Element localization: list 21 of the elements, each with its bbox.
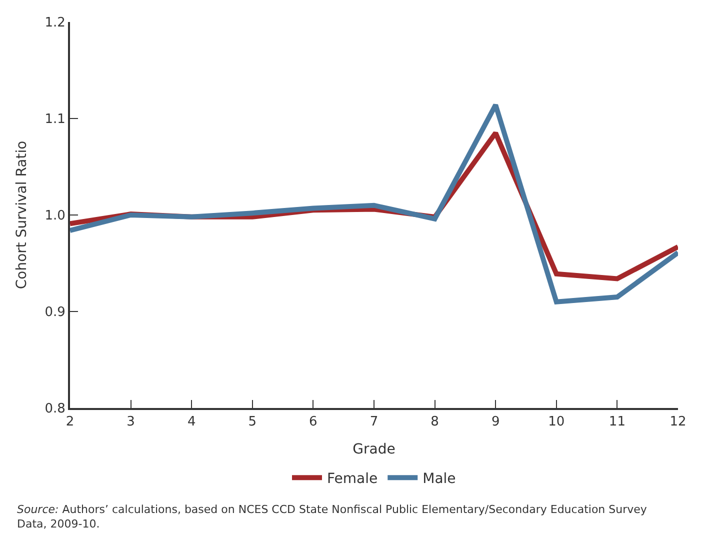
source-note: Source: Authors’ calculations, based on NCES CCD State Nonfiscal Public Elementary/Secondary Education Survey Data, 2009-10. xyxy=(17,503,648,530)
x-tick-label: 4 xyxy=(187,414,196,430)
x-axis-title: Grade xyxy=(352,441,396,458)
y-tick-label: 1.1 xyxy=(44,112,66,128)
x-tick-label: 12 xyxy=(670,414,686,430)
x-tick-label: 8 xyxy=(430,414,439,430)
x-tick-label: 6 xyxy=(309,414,318,430)
x-tick-label: 5 xyxy=(248,414,257,430)
y-tick-label: 0.8 xyxy=(44,402,66,417)
x-tick-label: 2 xyxy=(66,414,74,430)
y-tick-label: 0.9 xyxy=(44,305,66,320)
legend-label: Male xyxy=(422,471,456,488)
x-tick-label: 11 xyxy=(608,414,626,430)
x-tick-label: 9 xyxy=(491,414,500,430)
legend-label: Female xyxy=(327,471,378,488)
y-axis-title: Cohort Survival Ratio xyxy=(14,140,30,290)
y-tick-label: 1.2 xyxy=(44,16,66,31)
x-tick-label: 7 xyxy=(370,414,378,430)
x-tick-label: 3 xyxy=(126,414,135,430)
y-tick-label: 1.0 xyxy=(44,208,66,224)
x-tick-label: 10 xyxy=(548,414,565,430)
